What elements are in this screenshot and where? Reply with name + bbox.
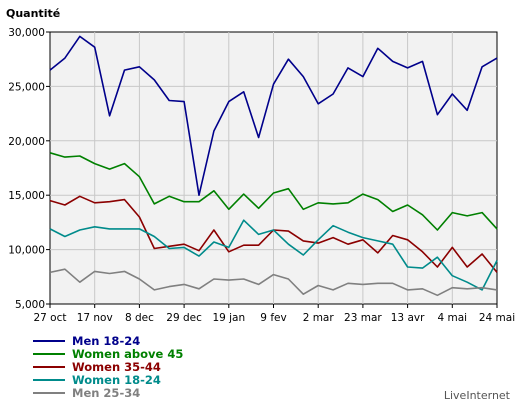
y-tick-label: 30,000 xyxy=(8,27,45,39)
axis-ticks: 5,000 10,000 15,000 20,000 25,000 30,000 27 oc… xyxy=(8,27,515,324)
y-tick-label: 25,000 xyxy=(8,81,45,93)
legend-label: Women 35-44 xyxy=(72,360,161,374)
x-tick-label: 8 dec xyxy=(125,312,154,324)
legend-label: Women above 45 xyxy=(72,347,183,361)
x-tick-label: 29 dec xyxy=(166,312,202,324)
y-tick-label: 5,000 xyxy=(15,299,45,311)
legend-label: Men 25-34 xyxy=(72,386,140,400)
branding-label: LiveInternet xyxy=(444,389,511,402)
series-line-men-18-24 xyxy=(49,35,498,196)
y-tick-label: 10,000 xyxy=(8,245,45,257)
x-tick-label: 13 avr xyxy=(391,312,425,324)
series-line-women-above-45 xyxy=(49,152,498,231)
x-tick-label: 2 mar xyxy=(303,312,335,324)
series-lines xyxy=(49,35,498,297)
y-tick-label: 20,000 xyxy=(8,136,45,148)
y-axis-title: Quantité xyxy=(6,7,60,20)
x-tick-label: 27 oct xyxy=(33,312,66,324)
series-line-men-25-34 xyxy=(49,268,498,297)
x-tick-label: 4 mai xyxy=(437,312,467,324)
x-tick-label: 9 fev xyxy=(260,312,286,324)
legend-label: Men 18-24 xyxy=(72,334,140,348)
x-tick-label: 17 nov xyxy=(77,312,113,324)
series-line-women-18-24 xyxy=(49,219,498,291)
gridlines xyxy=(50,32,497,304)
legend-label: Women 18-24 xyxy=(72,373,161,387)
x-tick-label: 24 mai xyxy=(479,312,515,324)
x-tick-label: 19 jan xyxy=(212,312,245,324)
x-tick-label: 23 mar xyxy=(344,312,382,324)
y-tick-label: 15,000 xyxy=(8,190,45,202)
